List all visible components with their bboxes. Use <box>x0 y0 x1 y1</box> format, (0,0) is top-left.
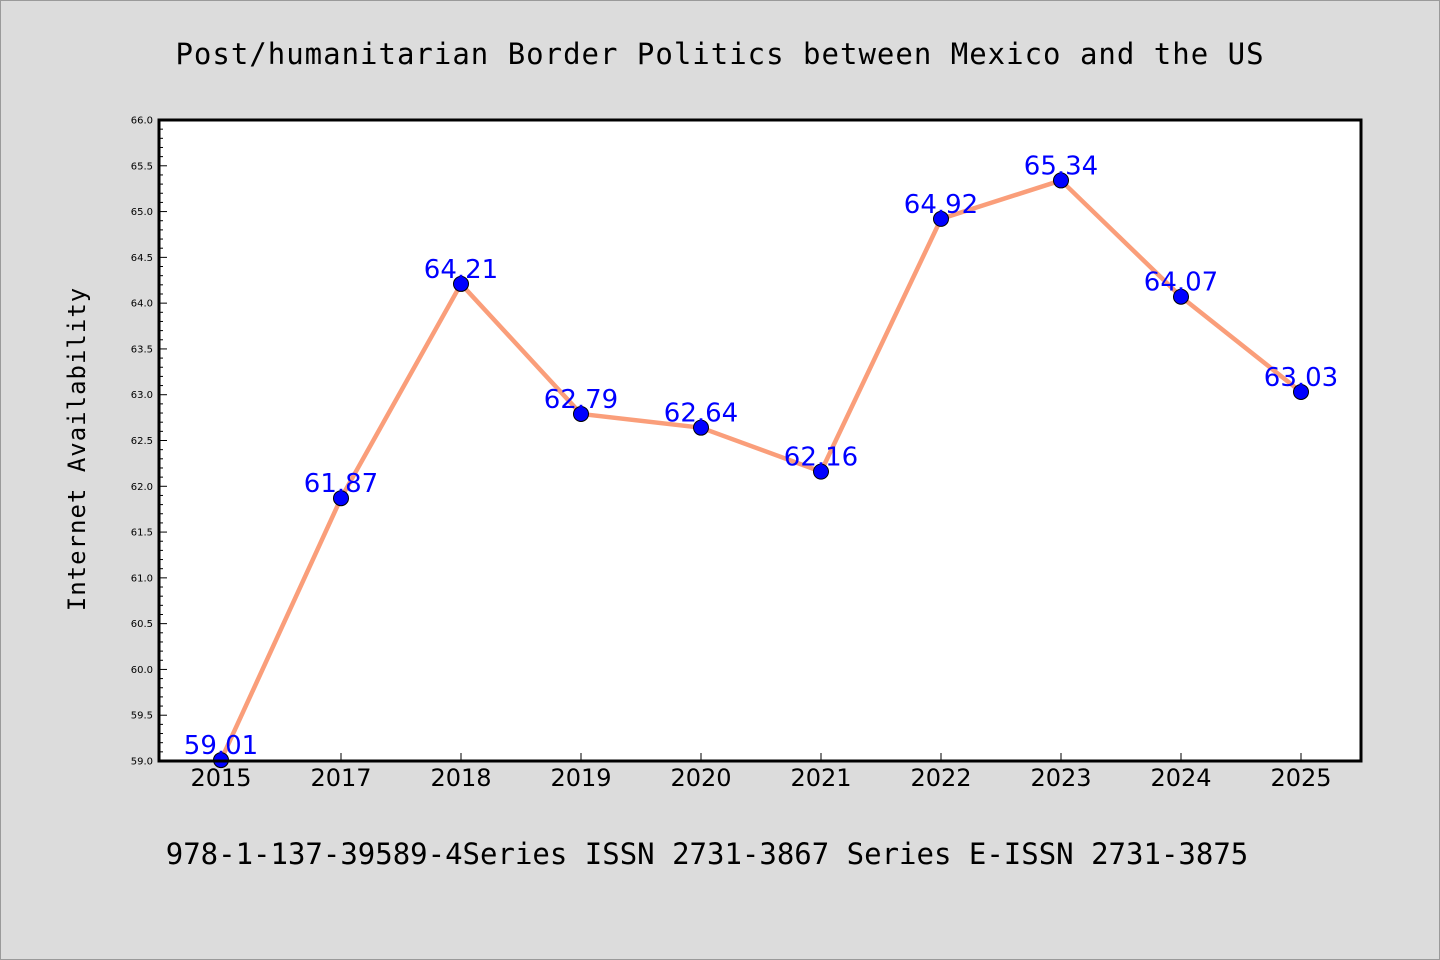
x-tick-label: 2023 <box>1030 764 1091 792</box>
y-tick-label: 59.0 <box>131 757 153 768</box>
y-tick-label: 61.5 <box>131 528 153 539</box>
y-tick-label: 64.0 <box>131 299 153 310</box>
data-label: 62.16 <box>784 443 858 473</box>
data-labels: 59.01 61.87 64.21 62.79 62.64 62.16 64.92 65.34… <box>184 151 1338 761</box>
data-label: 62.79 <box>544 385 618 415</box>
y-tick-label: 62.5 <box>131 436 153 447</box>
y-tick-label: 60.5 <box>131 619 153 630</box>
y-tick-label: 66.0 <box>131 116 153 127</box>
y-tick-label: 63.0 <box>131 390 153 401</box>
y-tick-label: 60.0 <box>131 665 153 676</box>
x-tick-label: 2021 <box>790 764 851 792</box>
footer-text: 978-1-137-39589-4Series ISSN 2731-3867 S… <box>166 837 1249 871</box>
data-label: 61.87 <box>304 469 378 499</box>
y-tick-label: 65.0 <box>131 207 153 218</box>
data-point <box>453 275 469 292</box>
data-label: 64.21 <box>424 255 498 285</box>
y-tick-label: 65.5 <box>131 161 153 172</box>
x-tick-label: 2022 <box>910 764 971 792</box>
series-line <box>218 178 1304 763</box>
x-tick-label: 2015 <box>190 764 251 792</box>
y-tick-label: 59.5 <box>131 711 153 722</box>
data-label: 63.03 <box>1264 363 1338 393</box>
data-point <box>813 463 829 480</box>
y-tick-label: 61.0 <box>131 573 153 584</box>
x-tick-label: 2018 <box>430 764 491 792</box>
x-tick-label: 2020 <box>670 764 731 792</box>
data-point <box>1293 383 1309 400</box>
x-tick-label: 2019 <box>550 764 611 792</box>
chart-title: Post/humanitarian Border Politics betwee… <box>175 37 1264 71</box>
plot-area <box>159 120 1361 761</box>
y-axis-label: Internet Availability <box>63 287 91 611</box>
data-label: 64.07 <box>1144 268 1218 298</box>
data-label: 64.92 <box>904 190 978 220</box>
y-tick-label: 63.5 <box>131 344 153 355</box>
data-point <box>1173 288 1189 305</box>
x-tick-label: 2024 <box>1150 764 1211 792</box>
data-label: 62.64 <box>664 399 738 429</box>
data-label: 59.01 <box>184 731 258 761</box>
data-point <box>693 419 709 436</box>
data-point <box>333 490 349 507</box>
y-tick-label: 62.0 <box>131 482 153 493</box>
x-tick-label: 2017 <box>310 764 371 792</box>
y-tick-label: 64.5 <box>131 253 153 264</box>
data-point <box>1053 172 1069 189</box>
data-point <box>573 405 589 422</box>
x-tick-label: 2025 <box>1270 764 1331 792</box>
axis-ticks: 59.0 59.5 60.0 60.5 61.0 61.5 62.0 62.5 63.0 63.5… <box>131 116 1332 793</box>
data-point <box>933 210 949 227</box>
plot-frame <box>157 118 1363 763</box>
data-label: 65.34 <box>1024 151 1098 181</box>
